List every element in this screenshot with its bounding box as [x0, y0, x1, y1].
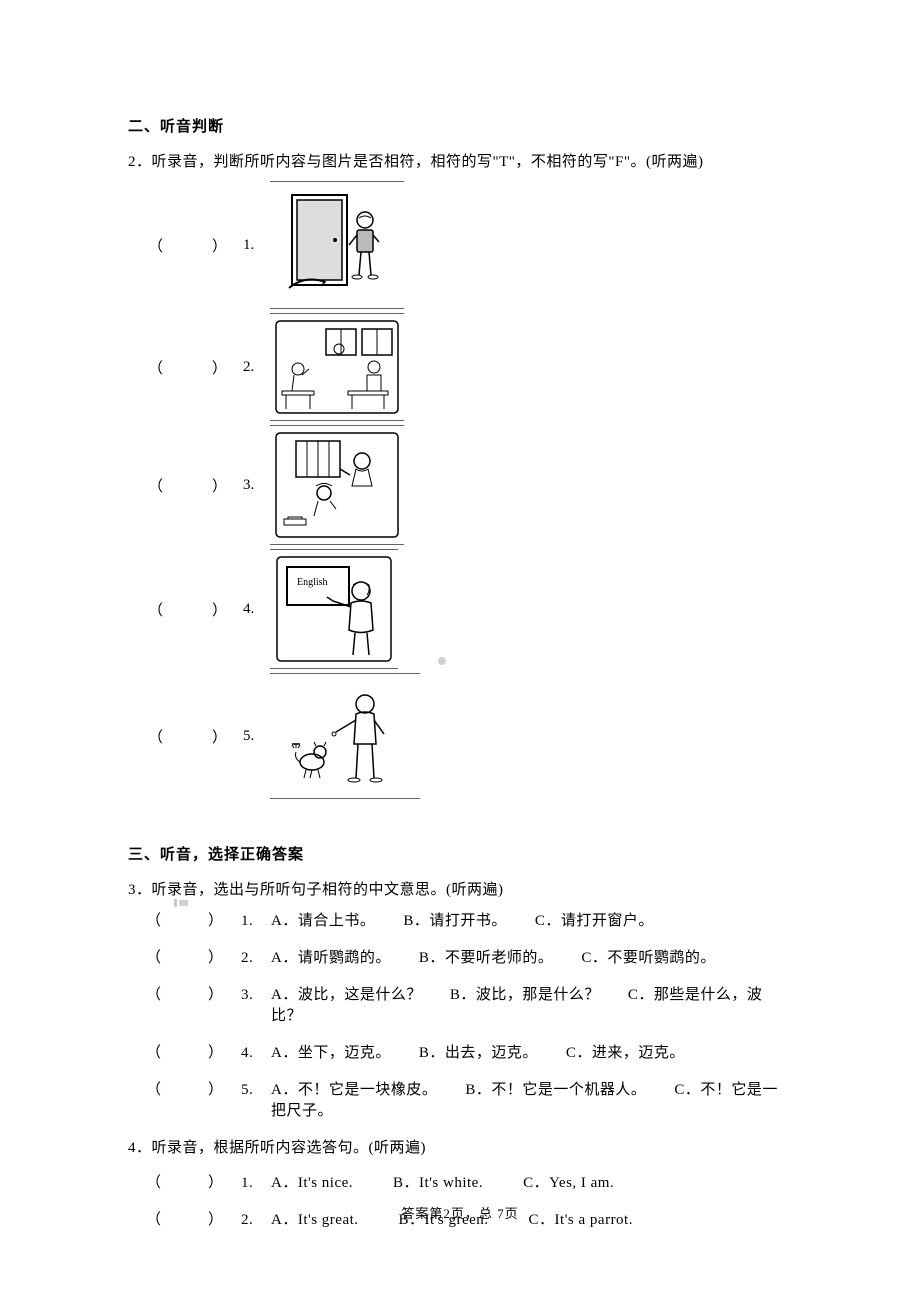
item-num: 2. — [243, 359, 268, 376]
answer-bracket[interactable]: （ ） — [148, 599, 243, 620]
mc-row: （ ） 2. A．请听鹦鹉的。 B．不要听老师的。 C．不要听鹦鹉的。 — [146, 946, 792, 967]
item-num: 3. — [243, 477, 268, 494]
image-row-4: （ ） 4. English — [148, 549, 792, 669]
mc-options: A．不！它是一块橡皮。B．不！它是一个机器人。C．不！它是一把尺子。 — [271, 1078, 792, 1120]
mc-row: （ ） 1. A．请合上书。 B．请打开书。 C．请打开窗户。 — [146, 909, 792, 930]
mc-num: 2. — [241, 950, 271, 967]
image-row-3: （ ） 3. — [148, 425, 792, 545]
kids-window-icon — [274, 431, 400, 539]
q4-text: 听录音，根据所听内容选答句。(听两遍) — [152, 1140, 427, 1156]
item-num: 1. — [243, 237, 268, 254]
mc-row: （ ） 1. A．It's nice. B．It's white. C．Yes, I… — [146, 1171, 792, 1192]
item-num: 4. — [243, 601, 268, 618]
q2-num: 2． — [128, 154, 152, 170]
door-person-icon — [277, 190, 397, 300]
q4-instruction: 4．听录音，根据所听内容选答句。(听两遍) — [128, 1136, 792, 1157]
watermark-bar — [174, 899, 192, 907]
image-box-4: English — [270, 549, 398, 669]
opt-a: A．不！它是一块橡皮。 — [271, 1082, 437, 1098]
opt-a: A．It's nice. — [271, 1175, 353, 1191]
q2-instruction: 2．听录音，判断所听内容与图片是否相符，相符的写"T"，不相符的写"F"。(听两… — [128, 150, 792, 171]
section2-heading: 二、听音判断 — [128, 115, 792, 136]
item-num: 5. — [243, 728, 268, 745]
mc-num: 3. — [241, 987, 271, 1004]
opt-b: B．不！它是一个机器人。 — [465, 1082, 646, 1098]
opt-a: A．坐下，迈克。 — [271, 1045, 391, 1061]
answer-bracket[interactable]: （ ） — [148, 357, 243, 378]
answer-bracket[interactable]: （ ） — [148, 235, 243, 256]
answer-bracket[interactable]: （ ） — [146, 1041, 241, 1062]
mc-num: 1. — [241, 913, 271, 930]
mc-row: （ ） 4. A．坐下，迈克。 B．出去，迈克。 C．进来，迈克。 — [146, 1041, 792, 1062]
image-box-2 — [270, 313, 404, 421]
mc-num: 4. — [241, 1045, 271, 1062]
teacher-board-icon: English — [275, 555, 393, 663]
answer-bracket[interactable]: （ ） — [148, 475, 243, 496]
opt-b: B．It's white. — [393, 1175, 483, 1191]
mc-row: （ ） 3. A．波比，这是什么？B．波比，那是什么？C．那些是什么，波比？ — [146, 983, 792, 1025]
q2-text: 听录音，判断所听内容与图片是否相符，相符的写"T"，不相符的写"F"。(听两遍) — [152, 154, 704, 170]
q4-num: 4． — [128, 1140, 152, 1156]
section3-heading: 三、听音，选择正确答案 — [128, 843, 792, 864]
answer-bracket[interactable]: （ ） — [146, 909, 241, 930]
mc-options: A．请听鹦鹉的。 B．不要听老师的。 C．不要听鹦鹉的。 — [271, 946, 792, 967]
mc-row: （ ） 5. A．不！它是一块橡皮。B．不！它是一个机器人。C．不！它是一把尺子… — [146, 1078, 792, 1120]
opt-a: A．波比，这是什么？ — [271, 987, 422, 1003]
image-row-1: （ ） 1. — [148, 181, 792, 309]
mc-num: 1. — [241, 1175, 271, 1192]
mc-options: A．请合上书。 B．请打开书。 C．请打开窗户。 — [271, 909, 792, 930]
english-label: English — [297, 577, 328, 588]
opt-a: A．请听鹦鹉的。 — [271, 950, 391, 966]
mc-num: 5. — [241, 1082, 271, 1099]
opt-c: C．请打开窗户。 — [535, 913, 654, 929]
answer-bracket[interactable]: （ ） — [146, 1171, 241, 1192]
person-dog-icon — [280, 686, 410, 786]
opt-a: A．请合上书。 — [271, 913, 375, 929]
mc-options: A．波比，这是什么？B．波比，那是什么？C．那些是什么，波比？ — [271, 983, 792, 1025]
mc-options: A．It's nice. B．It's white. C．Yes, I am. — [271, 1171, 792, 1192]
q3-text: 听录音，选出与所听句子相符的中文意思。(听两遍) — [152, 882, 504, 898]
opt-c: C．进来，迈克。 — [566, 1045, 685, 1061]
opt-c: C．Yes, I am. — [523, 1175, 614, 1191]
image-box-5 — [270, 673, 420, 799]
opt-b: B．出去，迈克。 — [419, 1045, 538, 1061]
mc-options: A．坐下，迈克。 B．出去，迈克。 C．进来，迈克。 — [271, 1041, 792, 1062]
answer-bracket[interactable]: （ ） — [148, 726, 243, 747]
answer-bracket[interactable]: （ ） — [146, 1078, 241, 1099]
answer-bracket[interactable]: （ ） — [146, 983, 241, 1004]
image-row-2: （ ） 2. — [148, 313, 792, 421]
opt-c: C．不要听鹦鹉的。 — [581, 950, 716, 966]
q3-instruction: 3．听录音，选出与所听句子相符的中文意思。(听两遍) — [128, 878, 792, 899]
classroom-icon — [274, 319, 400, 415]
image-box-1 — [270, 181, 404, 309]
page-footer: 答案第2页，总 7页 — [0, 1203, 920, 1222]
q3-num: 3． — [128, 882, 152, 898]
image-row-5: （ ） 5. — [148, 673, 792, 799]
opt-b: B．波比，那是什么？ — [450, 987, 600, 1003]
opt-b: B．请打开书。 — [403, 913, 507, 929]
answer-bracket[interactable]: （ ） — [146, 946, 241, 967]
image-box-3 — [270, 425, 404, 545]
watermark-dot — [438, 657, 446, 665]
opt-b: B．不要听老师的。 — [419, 950, 554, 966]
